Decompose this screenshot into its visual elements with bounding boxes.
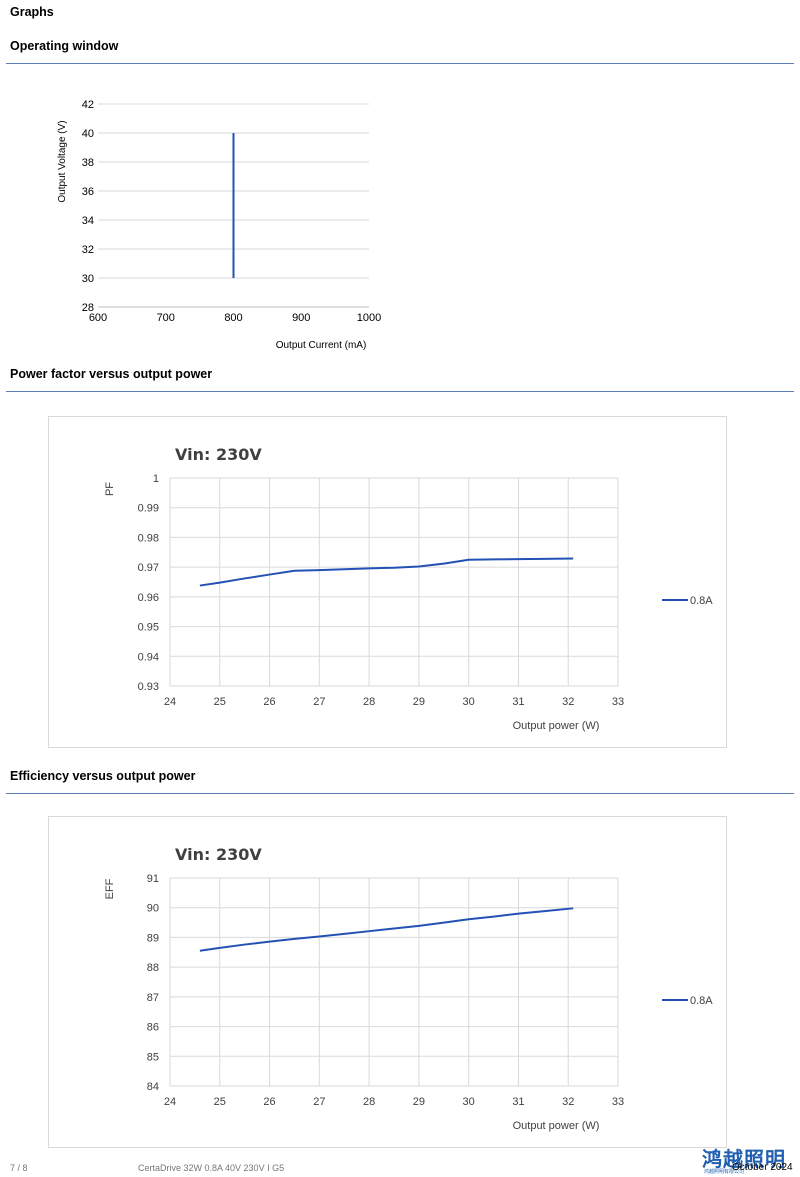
y-tick-label: 89 <box>147 932 159 944</box>
y-tick-label: 86 <box>147 1022 159 1034</box>
legend-label: 0.8A <box>690 995 713 1007</box>
x-tick-label: 25 <box>214 696 226 708</box>
y-tick-label: 91 <box>147 873 159 885</box>
y-tick-label: 40 <box>82 128 94 140</box>
x-axis-title: Output power (W) <box>513 1120 600 1132</box>
x-tick-label: 800 <box>224 312 242 324</box>
y-tick-label: 87 <box>147 992 159 1004</box>
y-tick-label: 34 <box>82 215 94 227</box>
page-number: 7 / 8 <box>10 1163 28 1173</box>
x-tick-label: 32 <box>562 1096 574 1108</box>
x-tick-label: 28 <box>363 696 375 708</box>
chart-frame <box>48 816 727 1148</box>
y-tick-label: 84 <box>147 1081 159 1093</box>
x-tick-label: 26 <box>263 696 275 708</box>
x-tick-label: 24 <box>164 1096 176 1108</box>
section-heading-operating-window: Operating window <box>10 39 119 53</box>
x-tick-label: 900 <box>292 312 310 324</box>
x-tick-label: 29 <box>413 1096 425 1108</box>
y-tick-label: 0.97 <box>138 562 159 574</box>
x-tick-label: 27 <box>313 696 325 708</box>
x-axis-title: Output power (W) <box>513 720 600 732</box>
x-tick-label: 30 <box>463 1096 475 1108</box>
y-tick-label: 0.95 <box>138 622 159 634</box>
series-line <box>199 907 574 952</box>
x-tick-label: 700 <box>157 312 175 324</box>
section-rule <box>6 63 794 64</box>
y-tick-label: 32 <box>82 244 94 256</box>
document-date: October 2024 <box>732 1162 793 1173</box>
section-rule <box>6 793 794 794</box>
y-tick-label: 28 <box>82 302 94 314</box>
x-tick-label: 27 <box>313 1096 325 1108</box>
y-tick-label: 90 <box>147 903 159 915</box>
section-heading-pf: Power factor versus output power <box>10 367 213 381</box>
x-tick-label: 600 <box>89 312 107 324</box>
efficiency-chart: Vin: 230V 84 85 86 87 88 89 90 91 24 25 26 27 28 29 30 3… <box>48 816 727 1148</box>
x-tick-label: 33 <box>612 1096 624 1108</box>
y-tick-label: 1 <box>153 473 159 485</box>
y-tick-label: 36 <box>82 186 94 198</box>
x-tick-label: 1000 <box>357 312 381 324</box>
x-tick-label: 26 <box>263 1096 275 1108</box>
y-tick-label: 85 <box>147 1051 159 1063</box>
x-axis-title: Output Current (mA) <box>276 340 367 351</box>
x-tick-label: 28 <box>363 1096 375 1108</box>
product-name: CertaDrive 32W 0.8A 40V 230V I G5 <box>138 1163 285 1173</box>
x-tick-label: 31 <box>512 696 524 708</box>
chart-frame <box>48 416 727 748</box>
y-tick-label: 0.94 <box>138 651 159 663</box>
y-tick-label: 0.98 <box>138 532 159 544</box>
x-tick-label: 31 <box>512 1096 524 1108</box>
x-tick-label: 32 <box>562 696 574 708</box>
y-tick-label: 42 <box>82 99 94 111</box>
series-line <box>199 557 574 587</box>
y-axis-title: Output Voltage (V) <box>57 120 68 202</box>
y-axis-title: PF <box>104 482 116 496</box>
x-tick-label: 30 <box>463 696 475 708</box>
y-tick-label: 38 <box>82 157 94 169</box>
x-tick-label: 33 <box>612 696 624 708</box>
x-tick-label: 29 <box>413 696 425 708</box>
y-tick-label: 0.96 <box>138 592 159 604</box>
x-tick-label: 24 <box>164 696 176 708</box>
section-rule <box>6 391 794 392</box>
legend-label: 0.8A <box>690 595 713 607</box>
company-logo-subtitle: 鸿越照明有限公司 <box>704 1169 745 1175</box>
y-tick-label: 0.93 <box>138 681 159 693</box>
power-factor-chart: Vin: 230V 0.93 0.94 0.95 0.96 0.97 0.98 0.99 1 24… <box>48 416 727 748</box>
y-tick-label: 88 <box>147 962 159 974</box>
chart-title: Vin: 230V <box>175 445 262 464</box>
y-axis-title: EFF <box>104 878 116 899</box>
y-tick-label: 0.99 <box>138 503 159 515</box>
x-tick-label: 25 <box>214 1096 226 1108</box>
operating-window-chart: 28 30 32 34 36 38 40 42 600 700 800 900 1000 Output C… <box>57 99 381 351</box>
chart-title: Vin: 230V <box>175 845 262 864</box>
page-heading-graphs: Graphs <box>10 5 54 19</box>
section-heading-efficiency: Efficiency versus output power <box>10 769 196 783</box>
company-logo: 鸿越照明 <box>702 1147 786 1171</box>
y-tick-label: 30 <box>82 273 94 285</box>
